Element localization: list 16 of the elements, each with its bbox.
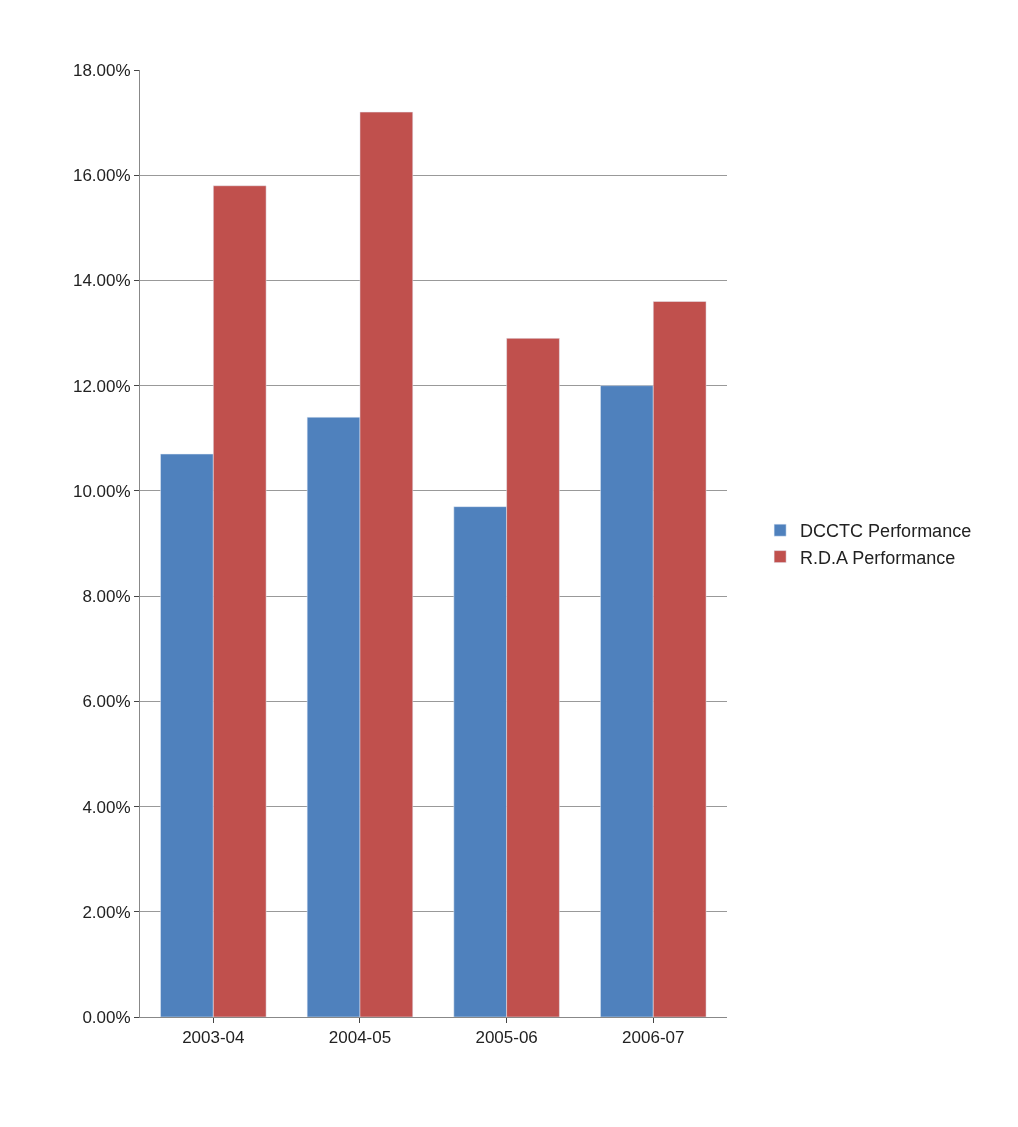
- y-tick-label: 18.00%: [72, 60, 131, 80]
- y-tick-label: 14.00%: [72, 271, 131, 291]
- y-tick-label: 16.00%: [72, 166, 131, 186]
- y-tick-label: 0.00%: [82, 1007, 131, 1027]
- y-tick-label: 12.00%: [72, 376, 131, 396]
- x-tick-label: 2004-05: [328, 1028, 392, 1048]
- y-tick-label: 6.00%: [82, 692, 131, 712]
- y-tick-label: 2.00%: [82, 902, 131, 922]
- y-tick-label: 4.00%: [82, 797, 131, 817]
- y-tick-label: 10.00%: [72, 481, 131, 501]
- x-tick-label: 2006-07: [622, 1028, 685, 1048]
- x-tick-label: 2005-06: [475, 1028, 538, 1048]
- legend-label: DCCTC Performance: [800, 521, 972, 542]
- legend-label: R.D.A Performance: [800, 547, 956, 568]
- x-tick-label: 2003-04: [182, 1028, 245, 1048]
- y-tick-label: 8.00%: [82, 587, 131, 607]
